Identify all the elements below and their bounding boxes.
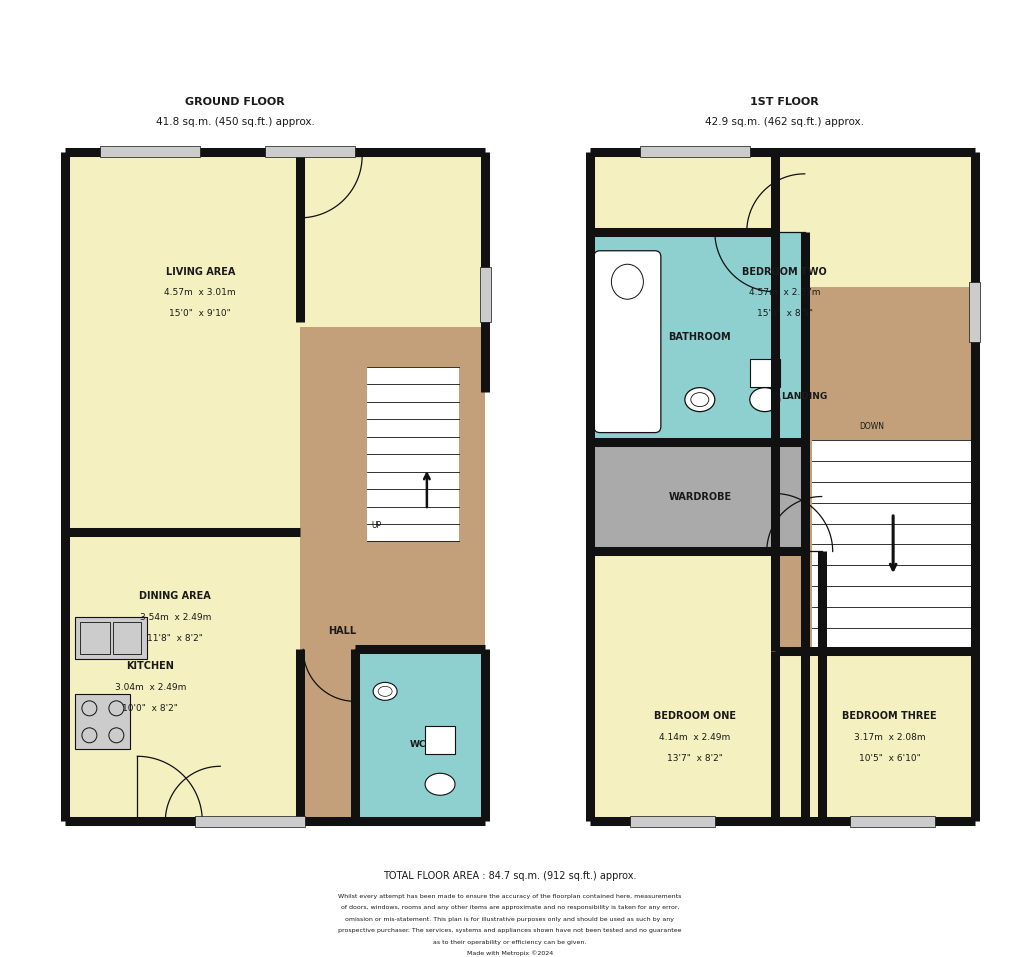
Text: prospective purchaser. The services, systems and appliances shown have not been : prospective purchaser. The services, sys… (338, 928, 681, 933)
Text: 10'5"  x 6'10": 10'5" x 6'10" (858, 754, 919, 763)
Bar (367, 367, 459, 542)
Bar (774, 287, 973, 652)
Text: 42.9 sq.m. (462 sq.ft.) approx.: 42.9 sq.m. (462 sq.ft.) approx. (704, 117, 863, 127)
Bar (630, 815, 714, 827)
Text: DOWN: DOWN (858, 422, 883, 431)
Text: 3.04m  x 2.49m: 3.04m x 2.49m (114, 683, 185, 692)
Bar (75, 695, 130, 749)
FancyBboxPatch shape (593, 251, 660, 433)
Ellipse shape (610, 264, 643, 300)
Text: UP: UP (371, 521, 381, 529)
Ellipse shape (684, 388, 714, 412)
Bar (265, 146, 355, 157)
Bar (749, 359, 779, 387)
Bar (589, 152, 973, 821)
Text: LANDING: LANDING (781, 392, 827, 401)
Text: 13'7"  x 8'2": 13'7" x 8'2" (666, 754, 722, 763)
Bar (100, 146, 200, 157)
Ellipse shape (425, 773, 454, 795)
Text: BEDROOM ONE: BEDROOM ONE (653, 711, 735, 722)
Circle shape (109, 728, 123, 743)
Circle shape (109, 701, 123, 716)
Bar (300, 326, 485, 821)
Bar (195, 815, 305, 827)
Bar (81, 622, 110, 655)
Bar (75, 617, 147, 659)
Text: 4.57m  x 2.57m: 4.57m x 2.57m (748, 288, 819, 298)
Text: Whilst every attempt has been made to ensure the accuracy of the floorplan conta: Whilst every attempt has been made to en… (338, 894, 681, 899)
Text: BEDROOM THREE: BEDROOM THREE (842, 711, 936, 722)
Ellipse shape (373, 682, 396, 701)
Text: BEDROOM TWO: BEDROOM TWO (742, 267, 826, 277)
Text: 3.17m  x 2.08m: 3.17m x 2.08m (853, 733, 924, 742)
Ellipse shape (378, 686, 391, 697)
Text: 3.54m  x 2.49m: 3.54m x 2.49m (140, 612, 211, 622)
Text: DINING AREA: DINING AREA (140, 591, 211, 601)
Text: 10'0"  x 8'2": 10'0" x 8'2" (122, 703, 178, 713)
Text: 11'8"  x 8'2": 11'8" x 8'2" (147, 634, 203, 643)
Text: WARDROBE: WARDROBE (667, 492, 731, 501)
Bar (811, 439, 973, 650)
Text: HALL: HALL (328, 627, 356, 636)
Text: Made with Metropix ©2024: Made with Metropix ©2024 (467, 951, 552, 956)
Circle shape (82, 728, 97, 743)
Text: WC: WC (410, 740, 426, 748)
Text: 41.8 sq.m. (450 sq.ft.) approx.: 41.8 sq.m. (450 sq.ft.) approx. (156, 117, 315, 127)
Text: 4.57m  x 3.01m: 4.57m x 3.01m (164, 288, 235, 298)
Bar (425, 726, 454, 754)
Bar (75, 695, 130, 749)
Text: 4.14m  x 2.49m: 4.14m x 2.49m (658, 733, 730, 742)
Ellipse shape (690, 392, 708, 407)
Circle shape (82, 701, 97, 716)
Text: 1ST FLOOR: 1ST FLOOR (750, 97, 818, 107)
Bar (849, 815, 933, 827)
Text: BATHROOM: BATHROOM (667, 332, 731, 342)
Text: omission or mis-statement. This plan is for illustrative purposes only and shoul: omission or mis-statement. This plan is … (345, 917, 674, 922)
Bar (639, 146, 749, 157)
Bar (968, 281, 979, 342)
Bar (113, 622, 142, 655)
Text: TOTAL FLOOR AREA : 84.7 sq.m. (912 sq.ft.) approx.: TOTAL FLOOR AREA : 84.7 sq.m. (912 sq.ft… (383, 871, 636, 881)
Bar (75, 617, 147, 659)
Bar (355, 652, 485, 821)
Bar (479, 267, 490, 322)
Bar (65, 152, 485, 821)
Text: 15'0"  x 8'5": 15'0" x 8'5" (756, 309, 812, 319)
Bar (589, 232, 804, 441)
Bar (589, 441, 804, 551)
Text: GROUND FLOOR: GROUND FLOOR (185, 97, 285, 107)
Text: KITCHEN: KITCHEN (126, 661, 174, 672)
Text: LIVING AREA: LIVING AREA (165, 267, 234, 277)
Text: of doors, windows, rooms and any other items are approximate and no responsibili: of doors, windows, rooms and any other i… (340, 905, 679, 910)
Text: 15'0"  x 9'10": 15'0" x 9'10" (169, 309, 231, 319)
Text: as to their operability or efficiency can be given.: as to their operability or efficiency ca… (433, 940, 586, 945)
Ellipse shape (749, 388, 779, 412)
